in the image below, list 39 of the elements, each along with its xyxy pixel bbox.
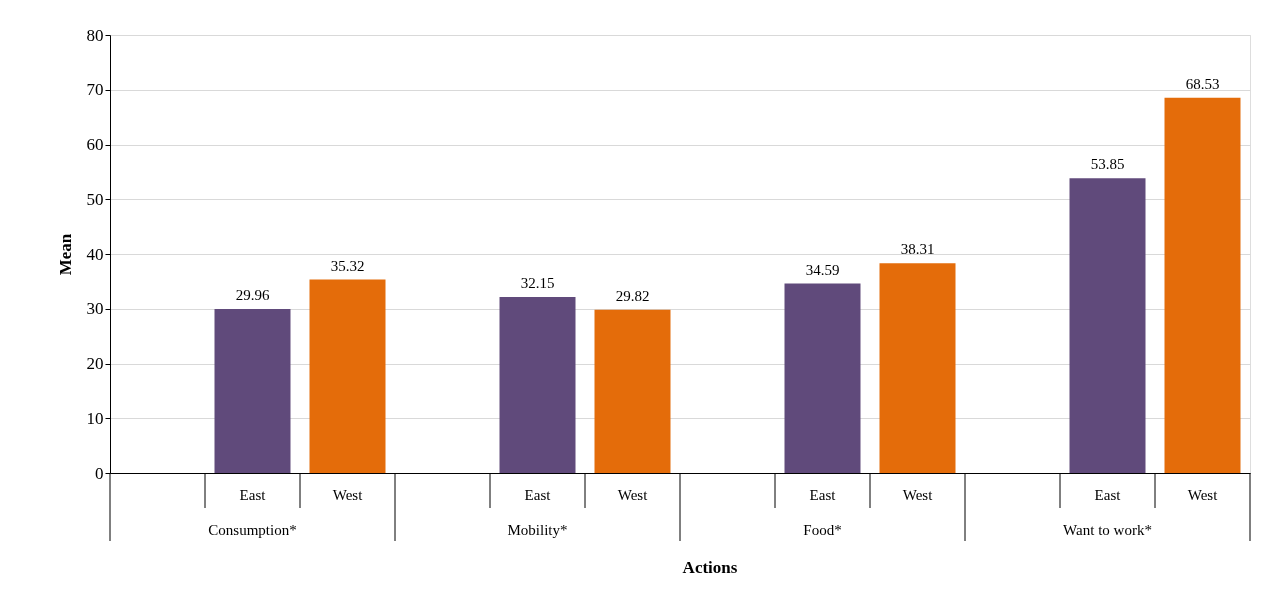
y-tick-label: 30	[86, 299, 104, 319]
text: East	[524, 487, 551, 503]
y-tick-label: 0	[95, 463, 104, 483]
y-tick-label: 10	[86, 408, 104, 428]
text: East	[1094, 487, 1121, 503]
series-label: East	[239, 487, 267, 503]
y-tick-label: 40	[86, 244, 104, 264]
bar	[1069, 178, 1146, 473]
bar	[309, 279, 386, 473]
data-label: 32.15	[520, 274, 555, 291]
data-label: 38.31	[900, 241, 935, 258]
series-label: West	[332, 487, 364, 503]
x-tick-label: Mobility*	[507, 522, 568, 538]
x-axis-title: Actions	[682, 558, 738, 577]
bar	[1164, 97, 1241, 473]
y-tick-label: 60	[86, 135, 104, 154]
y-tick-label: 50	[86, 189, 104, 209]
text: East	[809, 487, 836, 503]
data-label: 34.59	[805, 261, 840, 278]
bar	[784, 283, 861, 473]
y-axis-title: Mean	[55, 233, 75, 276]
bar	[879, 263, 956, 473]
y-tick-label: 20	[86, 354, 104, 373]
data-label: 68.53	[1185, 75, 1220, 92]
bar	[499, 296, 576, 473]
x-tick-label: Consumption*	[208, 522, 297, 538]
data-label: 35.32	[330, 257, 365, 274]
data-label: 53.85	[1090, 156, 1125, 173]
text: West	[617, 487, 648, 503]
x-tick-label: Food*	[803, 522, 842, 538]
data-label: 29.82	[615, 287, 650, 304]
text: West	[902, 487, 933, 503]
bar	[214, 308, 291, 473]
text: West	[1187, 487, 1218, 503]
y-tick-label: 80	[86, 25, 104, 45]
bar	[594, 309, 671, 473]
x-tick-label: Want to work*	[1063, 522, 1152, 538]
y-tick-label: 70	[86, 80, 104, 100]
data-label: 29.96	[235, 286, 270, 303]
